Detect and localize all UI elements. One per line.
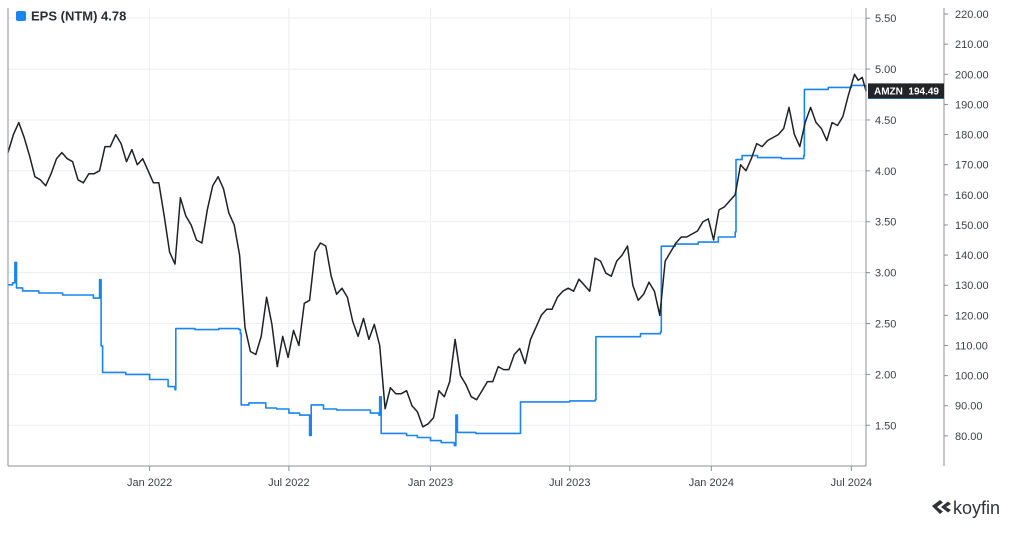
legend[interactable]: EPS (NTM) 4.78 [16,9,126,24]
right-axis-tick-label: 130.00 [955,280,989,292]
right-axis-tick-label: 100.00 [955,371,989,383]
left-axis-tick-label: 1.50 [875,420,896,432]
right-axis-tick-label: 220.00 [955,9,989,21]
right-axis-tick-label: 180.00 [955,130,989,142]
right-axis-tick-label: 150.00 [955,220,989,232]
x-tick-label: Jul 2023 [549,477,591,489]
right-axis-tick-label: 210.00 [955,39,989,51]
amzn-price-line [7,73,867,428]
x-tick-label: Jan 2024 [689,477,734,489]
legend-swatch [16,11,26,21]
left-axis-tick-label: 2.00 [875,369,896,381]
left-axis-tick-label: 5.00 [875,64,896,76]
eps-series-layer [8,84,867,447]
amzn-series-layer [7,73,867,428]
x-tick-label: Jan 2023 [408,477,453,489]
axis-layer: Jan 2022 Jul 2022 Jan 2023 Jul 2023 Jan 2024… [7,8,989,489]
left-axis-tick-label: 3.50 [875,217,896,229]
koyfin-logo: koyfin [932,498,1000,518]
amzn-last-value-badge: AMZN 194.49 [868,83,944,99]
x-tick-label: Jul 2024 [831,477,873,489]
badge-value: 194.49 [908,87,939,98]
left-axis-tick-label: 5.50 [875,13,896,25]
last-value-markers: EPS (NTM)4.78AMZN194.49 [868,83,944,99]
right-axis-tick-label: 120.00 [955,310,989,322]
left-axis-tick-label: 4.00 [875,166,896,178]
x-tick-label: Jul 2022 [268,477,310,489]
legend-label: EPS (NTM) 4.78 [31,9,126,24]
right-axis-tick-label: 110.00 [955,340,988,352]
left-axis-tick-label: 4.50 [875,115,896,127]
right-axis-tick-label: 80.00 [955,431,983,443]
x-tick-label: Jan 2022 [127,477,172,489]
logo-text: koyfin [953,498,1000,518]
right-axis-tick-label: 190.00 [955,99,989,111]
right-axis-tick-label: 90.00 [955,401,983,413]
eps-ntm-line [8,84,867,447]
badge-label: AMZN [874,87,903,98]
right-axis-tick-label: 200.00 [955,69,989,81]
left-axis-tick-label: 3.00 [875,268,896,280]
left-axis-tick-label: 2.50 [875,319,896,331]
koyfin-logo-icon [932,500,951,514]
right-axis-tick-label: 170.00 [955,160,989,172]
right-axis-tick-label: 160.00 [955,190,989,202]
badge-background [868,83,944,99]
right-axis-tick-label: 140.00 [955,250,989,262]
